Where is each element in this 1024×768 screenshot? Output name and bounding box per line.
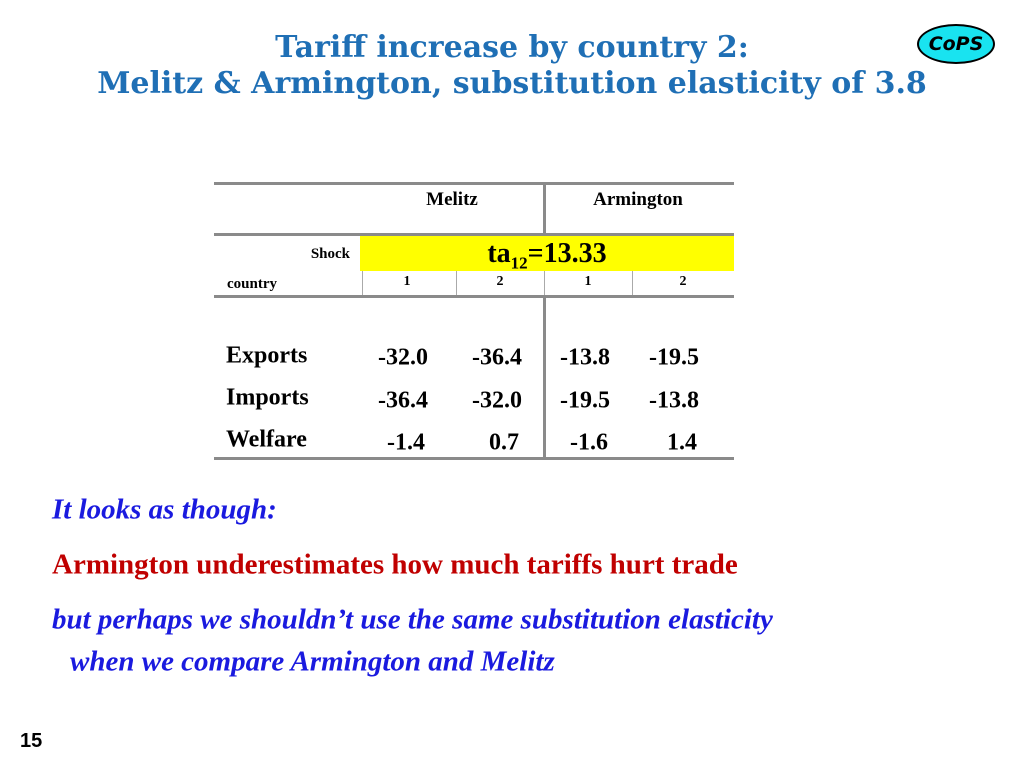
rule (543, 182, 546, 234)
rule (362, 271, 363, 297)
rule (543, 297, 546, 460)
cell: -13.8 (649, 387, 699, 414)
cell: -36.4 (378, 387, 428, 414)
rule (214, 233, 734, 236)
note: but perhaps we shouldn’t use the same su… (52, 603, 773, 636)
group-header: Melitz (426, 189, 478, 210)
logo: CoPS (917, 24, 995, 64)
shock-value: ta12=13.33 (360, 238, 734, 274)
cell: 1.4 (667, 429, 697, 456)
title-line: Tariff increase by country 2: (275, 30, 749, 65)
cell: 0.7 (489, 429, 519, 456)
rule (214, 182, 734, 185)
cell: -13.8 (560, 344, 610, 371)
shock-name: ta (487, 238, 511, 269)
cell: -32.0 (472, 387, 522, 414)
shock-band (360, 236, 734, 271)
column-header: 1 (584, 274, 592, 289)
cell: -19.5 (649, 344, 699, 371)
note: Armington underestimates how much tariff… (52, 548, 738, 581)
row-label: Imports (226, 384, 309, 411)
cell: -36.4 (472, 344, 522, 371)
shock-number: =13.33 (527, 238, 607, 269)
row-label: Welfare (226, 426, 307, 453)
note: when we compare Armington and Melitz (70, 645, 555, 678)
rule (544, 271, 545, 297)
rule (632, 271, 633, 297)
shock-label: Shock (310, 246, 350, 262)
rule (456, 271, 457, 297)
cell: -32.0 (378, 344, 428, 371)
group-header: Armington (593, 189, 683, 210)
row-label: Exports (226, 342, 308, 369)
shock-subscript: 12 (510, 253, 528, 273)
title-line: Melitz & Armington, substitution elastic… (97, 66, 927, 101)
row-header: country (227, 276, 277, 292)
rule (214, 457, 734, 460)
column-header: 1 (403, 274, 411, 289)
page-number: 15 (20, 730, 43, 752)
note: It looks as though: (52, 493, 277, 526)
cell: -19.5 (560, 387, 610, 414)
column-header: 2 (496, 274, 504, 289)
cell: -1.6 (570, 429, 608, 456)
column-header: 2 (679, 274, 687, 289)
rule (214, 295, 734, 298)
cell: -1.4 (387, 429, 425, 456)
